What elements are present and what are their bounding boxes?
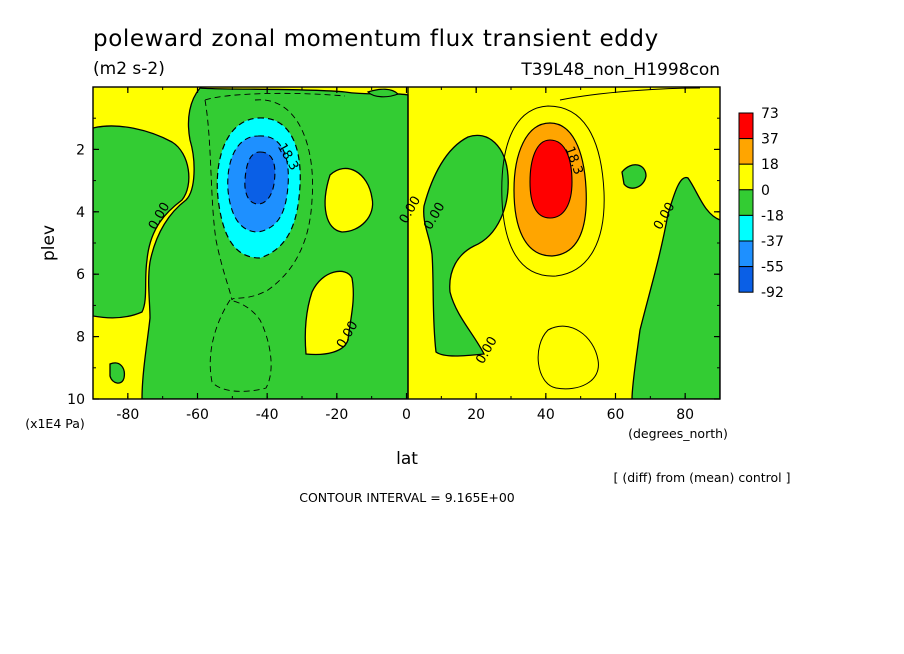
colorbar-label: -18 (761, 208, 784, 224)
y-axis-label: plev (39, 225, 59, 261)
x-tick-label: 80 (676, 407, 694, 423)
contour-line-negative-outer (231, 99, 314, 301)
y-tick-label: 6 (76, 267, 85, 283)
contour-fill-red (529, 139, 573, 219)
units-label: (m2 s-2) (93, 59, 165, 79)
contour-line-negative-left (204, 99, 233, 301)
contour-fill-green-top (366, 88, 400, 98)
x-tick-label: -60 (186, 407, 209, 423)
contour-fill-green-northpole-patch (621, 164, 647, 189)
colorbar-label: 0 (761, 183, 770, 199)
x-tick-label: 40 (537, 407, 555, 423)
x-tick-label: 20 (467, 407, 485, 423)
x-axis: -80 -60 -40 -20 0 20 40 60 80 (92, 87, 721, 423)
chart-title: poleward zonal momentum flux transient e… (93, 26, 659, 52)
contour-fill-green-tropics (423, 134, 509, 357)
x-tick-label: 0 (402, 407, 411, 423)
colorbar-swatch (738, 266, 754, 293)
colorbar-swatch (738, 163, 754, 191)
contour-line-positive-top (559, 87, 701, 101)
colorbar-label: 37 (761, 132, 779, 148)
colorbar-swatch (738, 189, 754, 216)
contour-line-negative-top (204, 92, 346, 101)
contour-interval-note: CONTOUR INTERVAL = 9.165E+00 (299, 490, 515, 505)
contour-fill-green-southpole-patch (109, 362, 126, 384)
y-tick-label: 2 (76, 142, 85, 158)
y-tick-label: 10 (67, 392, 85, 408)
x-tick-label: 60 (607, 407, 625, 423)
y-axis: 2 4 6 8 10 (67, 117, 720, 408)
x-tick-label: -80 (116, 407, 139, 423)
colorbar-swatch (738, 138, 754, 165)
contour-line-positive-lower (537, 325, 599, 390)
colorbar-swatch (738, 240, 754, 268)
x-axis-label: lat (396, 449, 418, 469)
x-tick-label: -40 (256, 407, 279, 423)
y-axis-unit: (x1E4 Pa) (25, 416, 85, 431)
contour-line-negative-lower (209, 299, 272, 392)
contour-fill-green-north (631, 176, 720, 399)
x-tick-label: -20 (325, 407, 348, 423)
run-id-label: T39L48_non_H1998con (520, 60, 720, 80)
colorbar-swatch (738, 214, 754, 242)
diff-note: [ (diff) from (mean) control ] (613, 470, 790, 485)
colorbar: 73 37 18 0 -18 -37 -55 -92 (738, 106, 784, 301)
plot-area (93, 87, 720, 399)
y-tick-label: 8 (76, 330, 85, 346)
colorbar-label: -92 (761, 285, 784, 301)
contour-line-positive-outer (501, 105, 605, 277)
colorbar-label: 18 (761, 157, 779, 173)
colorbar-label: 73 (761, 106, 779, 122)
x-axis-unit: (degrees_north) (628, 426, 728, 441)
contour-fill-green-south (93, 125, 190, 319)
contour-fill-blue (244, 151, 276, 205)
colorbar-label: -55 (761, 260, 784, 276)
y-tick-label: 4 (76, 205, 85, 221)
colorbar-label: -37 (761, 234, 784, 250)
colorbar-swatch (738, 112, 754, 140)
contour-fill-yellow-south-island (324, 167, 374, 233)
contour-fill-yellow-south-lower-island (304, 270, 354, 356)
